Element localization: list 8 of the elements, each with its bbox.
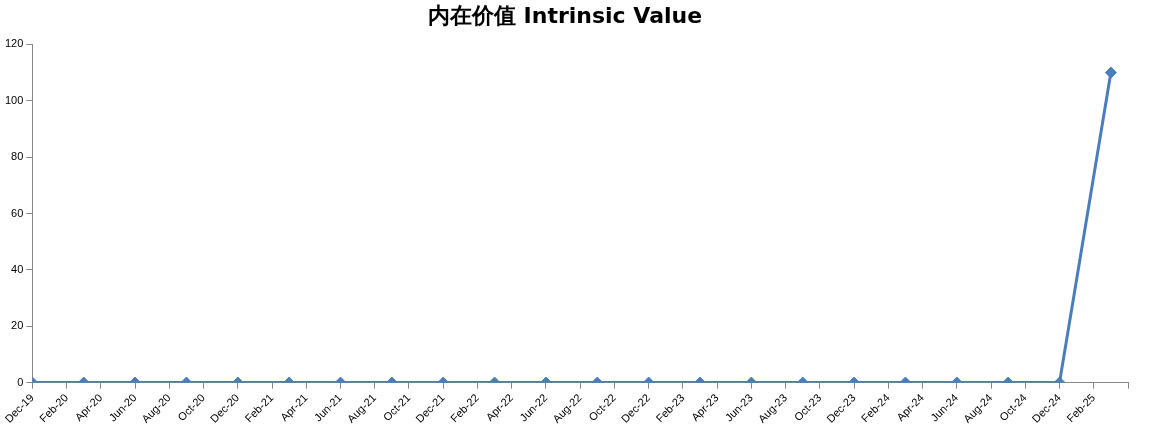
y-tick-label: 100: [4, 93, 24, 106]
y-tick-label: 40: [11, 262, 24, 275]
y-tick-label: 0: [17, 375, 24, 388]
y-tick-label: 80: [11, 150, 24, 163]
y-tick-label: 60: [11, 206, 24, 219]
chart-title: 内在价值 Intrinsic Value: [427, 2, 703, 28]
y-tick-label: 20: [11, 319, 24, 332]
y-tick-label: 120: [4, 37, 24, 50]
